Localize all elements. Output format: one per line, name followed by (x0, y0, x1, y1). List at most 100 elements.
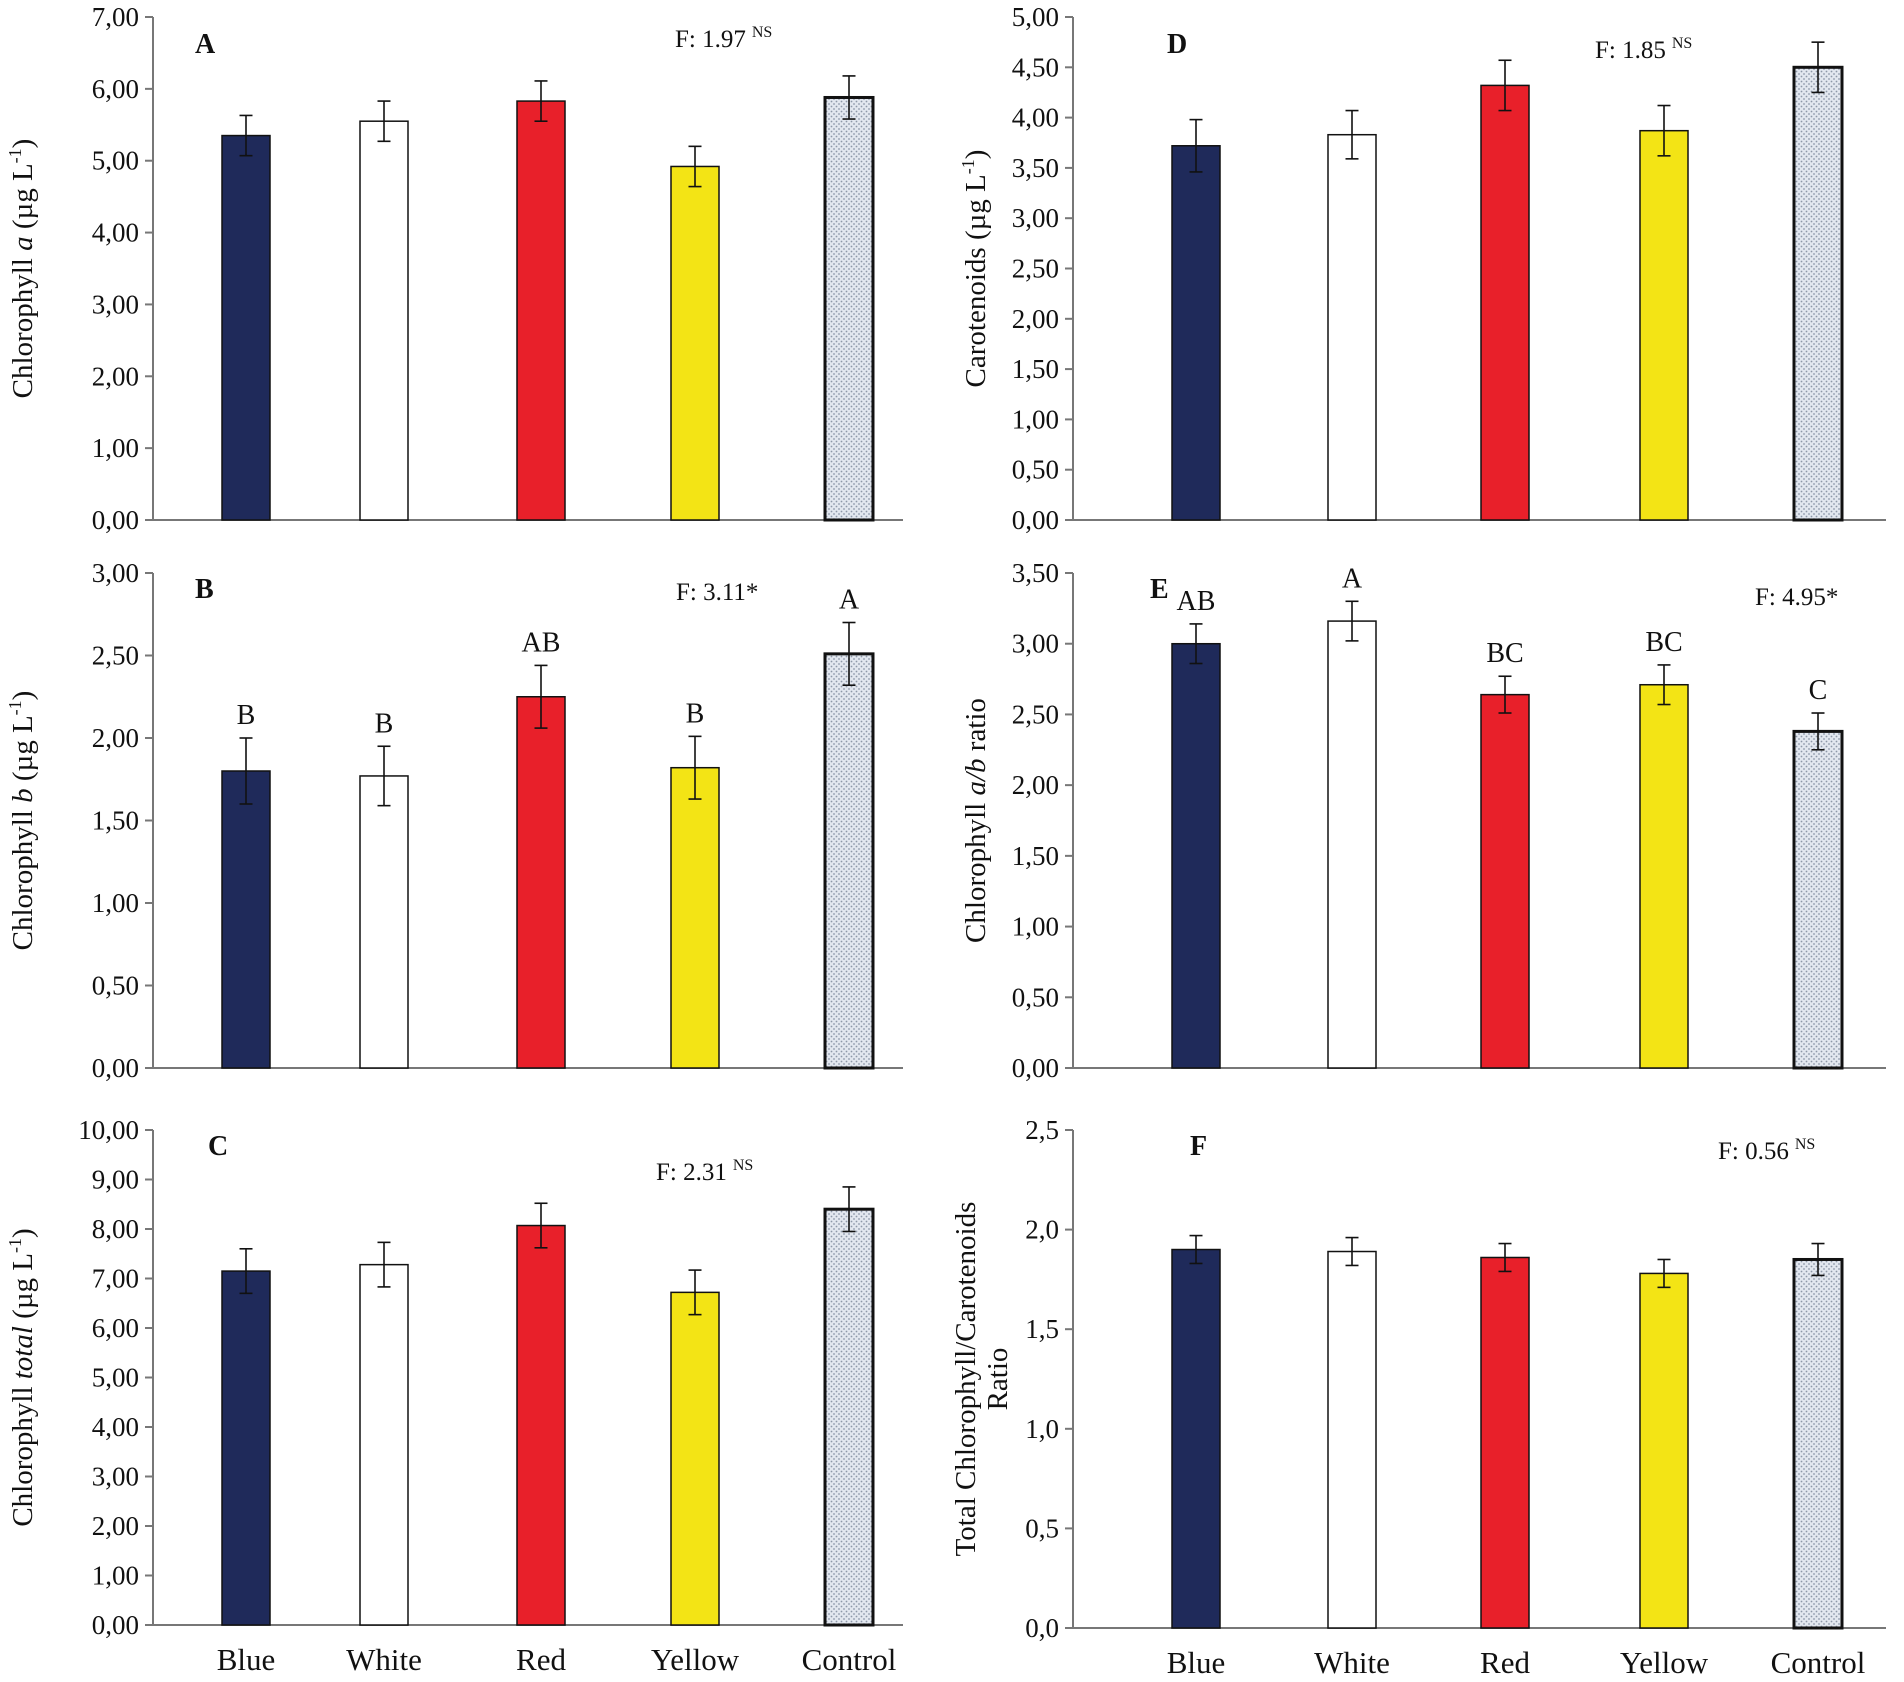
y-tick-label: 3,50 (1012, 558, 1059, 588)
y-tick-label: 10,00 (78, 1115, 139, 1145)
y-tick-label: 0,00 (92, 1053, 139, 1083)
y-tick-label: 4,00 (92, 1412, 139, 1442)
y-tick-label: 1,50 (1012, 841, 1059, 871)
f-statistic: F: 0.56 NS (1718, 1136, 1815, 1165)
bar-control (1792, 65, 1844, 522)
chart-panel-e: 0,00 0,50 1,00 1,50 2,00 2,50 3,00 3,50 Chloroph… (960, 558, 1886, 1083)
bar-white (1327, 1250, 1377, 1629)
y-axis-label-italic: total (7, 1326, 39, 1379)
y-tick-label: 1,0 (1025, 1414, 1059, 1444)
y-axis-label-text: Chlorophyll (7, 1379, 39, 1526)
x-tick-label: Control (1771, 1645, 1866, 1680)
y-axis-label-unit: ratio (960, 698, 992, 758)
panel-letter: F (1190, 1131, 1207, 1162)
y-tick-label: 2,00 (1012, 304, 1059, 334)
y-tick-label: 1,00 (92, 888, 139, 918)
f-statistic-value: F: 3.11* (676, 579, 758, 606)
y-tick-label: 5,00 (92, 1363, 139, 1393)
f-statistic: F: 2.31 NS (656, 1157, 753, 1186)
y-tick-label: 2,50 (92, 641, 139, 671)
y-tick-label: 1,5 (1025, 1314, 1059, 1344)
y-tick-label: 0,0 (1025, 1613, 1059, 1643)
y-tick-label: 0,00 (1012, 505, 1059, 535)
y-axis-label-unit: (µg L (7, 163, 39, 236)
bar-white (359, 120, 409, 521)
y-tick-label: 2,50 (1012, 699, 1059, 729)
y-tick-label: 3,50 (1012, 153, 1059, 183)
f-statistic: F: 3.11* (676, 579, 758, 606)
y-tick-label: 0,00 (92, 1610, 139, 1640)
y-axis-label-italic: b (7, 788, 39, 803)
bar-white (359, 1263, 409, 1626)
y-tick-label: 2,00 (1012, 770, 1059, 800)
y-tick-label: 1,00 (92, 1561, 139, 1591)
x-tick-label: Yellow (1620, 1645, 1709, 1680)
y-tick-label: 6,00 (92, 74, 139, 104)
y-tick-label: 7,00 (92, 1264, 139, 1294)
y-axis-label-close: ) (960, 150, 992, 160)
y-tick-label: 2,50 (1012, 254, 1059, 284)
y-axis-label-text: Chlorophyll (960, 796, 992, 943)
significance-letter: BC (1645, 627, 1682, 658)
bar-blue (221, 134, 271, 521)
significance-letter: A (1342, 563, 1363, 594)
y-tick-label: 1,50 (1012, 354, 1059, 384)
y-tick-label: 4,50 (1012, 52, 1059, 82)
bar-red (516, 696, 566, 1069)
y-axis-label-close: ) (7, 691, 39, 701)
f-statistic: F: 1.97 NS (675, 24, 772, 53)
bar-yellow (670, 766, 720, 1069)
bar-control (1792, 1257, 1844, 1630)
chart-panel-a: 0,00 1,00 2,00 3,00 4,00 5,00 6,00 7,00 Chloroph… (5, 2, 903, 535)
bar-blue (1171, 1248, 1221, 1629)
x-tick-label: Red (516, 1642, 566, 1677)
y-axis-label: Chlorophyll a (µg L-1) (5, 139, 39, 399)
bar-yellow (670, 1291, 720, 1626)
significance-letter: AB (522, 627, 561, 658)
y-tick-label: 5,00 (92, 146, 139, 176)
f-statistic-value: F: 2.31 (656, 1159, 727, 1186)
x-tick-label: Red (1480, 1645, 1530, 1680)
y-axis-label-line1: Total Chlorophyll/Carotenoids (950, 1202, 982, 1557)
y-tick-label: 3,00 (1012, 629, 1059, 659)
bar-blue (1171, 642, 1221, 1069)
y-axis-label-italic: a (7, 236, 39, 251)
bar-blue (221, 770, 271, 1069)
f-statistic-superscript: NS (733, 1157, 753, 1174)
bar-red (1480, 84, 1530, 521)
y-axis-label-text: Chlorophyll (7, 251, 39, 398)
y-axis-label-superscript: -1 (958, 159, 978, 174)
bar-blue (1171, 145, 1221, 521)
significance-letter: BC (1486, 638, 1523, 669)
significance-letter: A (839, 585, 860, 616)
x-tick-label: Control (802, 1642, 897, 1677)
panel-letter: A (195, 29, 216, 60)
bar-control (823, 652, 875, 1070)
f-statistic: F: 1.85 NS (1595, 35, 1692, 64)
y-tick-label: 3,00 (92, 289, 139, 319)
y-tick-label: 1,00 (1012, 912, 1059, 942)
x-tick-label: Yellow (651, 1642, 740, 1677)
chart-panel-d: 0,00 0,50 1,00 1,50 2,00 2,50 3,00 3,50 4,00 4,50… (958, 2, 1886, 535)
f-statistic: F: 4.95* (1755, 584, 1838, 611)
y-tick-label: 1,00 (1012, 404, 1059, 434)
significance-letter: B (237, 700, 256, 731)
bar-control (823, 1207, 875, 1627)
f-statistic-value: F: 0.56 (1718, 1138, 1789, 1165)
bar-blue (221, 1270, 271, 1626)
y-tick-label: 4,00 (1012, 103, 1059, 133)
y-tick-label: 4,00 (92, 218, 139, 248)
f-statistic-value: F: 1.97 (675, 26, 746, 53)
bar-red (516, 100, 566, 521)
bar-red (1480, 1256, 1530, 1629)
y-axis-label-close: ) (7, 1228, 39, 1238)
y-tick-label: 0,00 (1012, 1053, 1059, 1083)
y-axis-label-italic: a/b (960, 758, 992, 795)
bar-control (1792, 729, 1844, 1070)
y-axis-label-text: Carotenoids (µg L (960, 174, 992, 387)
bar-white (359, 775, 409, 1069)
y-tick-label: 3,00 (92, 558, 139, 588)
x-tick-label: White (1314, 1645, 1390, 1680)
y-tick-label: 2,00 (92, 723, 139, 753)
bar-control (823, 95, 875, 522)
